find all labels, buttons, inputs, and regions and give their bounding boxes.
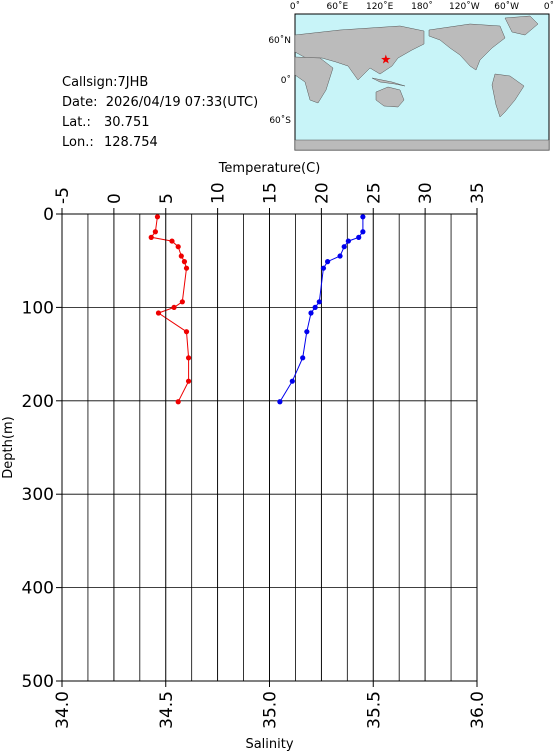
y-tick-label: 300 <box>22 485 54 505</box>
date: Date: 2026/04/19 07:33(UTC) <box>62 95 258 110</box>
lon-label: Lon.: <box>62 135 94 150</box>
profile-point <box>337 253 343 259</box>
lon-value: 128.754 <box>104 135 158 150</box>
profile-point <box>360 229 366 235</box>
profile-point <box>312 304 318 310</box>
profile-point <box>169 238 175 244</box>
x-tick-label: 35.5 <box>364 691 384 729</box>
profile-point <box>152 229 158 235</box>
map-lon-label: 120˚E <box>366 1 394 12</box>
profile-point <box>277 399 283 405</box>
x-tick-label: 35.0 <box>261 691 281 729</box>
callsign: Callsign:7JHB <box>62 75 148 90</box>
map-lon-label: 0˚ <box>544 1 553 12</box>
land <box>504 15 539 36</box>
land <box>491 73 525 118</box>
land <box>375 86 405 108</box>
profile-point <box>300 355 306 361</box>
y-tick-label: 500 <box>22 672 54 692</box>
map-lon-label: 120˚W <box>449 1 480 12</box>
x-tick-label: 25 <box>364 182 384 204</box>
y-tick-label: 100 <box>22 298 54 318</box>
profile-point <box>185 355 192 361</box>
profile-point <box>181 259 188 265</box>
x-tick-label: 20 <box>312 182 332 204</box>
profile-point <box>320 265 327 271</box>
map-lat-label: 60˚S <box>269 115 291 126</box>
x-tick-label: 35 <box>468 182 488 204</box>
lat-value: 30.751 <box>104 115 150 130</box>
y-tick-label: 200 <box>22 392 54 412</box>
x-axis-title: Salinity <box>245 737 293 751</box>
profile-point <box>360 214 366 220</box>
land <box>428 23 506 71</box>
profile-point <box>154 214 161 220</box>
x-tick-label: 15 <box>261 182 281 204</box>
x-tick-label: 36.0 <box>468 691 488 729</box>
station-marker <box>381 54 391 64</box>
profile-point <box>356 234 362 240</box>
profile-point <box>178 253 184 259</box>
map-lon-label: 0˚ <box>290 1 300 12</box>
map-lon-label: 60˚E <box>327 1 349 12</box>
profile-point <box>325 259 331 265</box>
profile-point <box>308 310 314 316</box>
x-tick-label: 5 <box>157 193 177 204</box>
lat-label: Lat.: <box>62 115 91 130</box>
profile-line <box>150 216 190 402</box>
profile-point <box>183 265 190 271</box>
profile-point <box>316 299 322 305</box>
profile-point <box>148 234 154 240</box>
profile-point <box>304 329 310 335</box>
world-map <box>294 13 550 151</box>
x-tick-label: 30 <box>416 182 436 204</box>
profile-point <box>345 238 351 244</box>
land <box>371 77 406 87</box>
map-lat-label: 0˚ <box>281 75 291 86</box>
profile-point <box>175 244 181 250</box>
x-tick-label: 10 <box>209 182 229 204</box>
profile-point <box>341 244 347 250</box>
y-tick-label: 0 <box>43 205 54 225</box>
x-tick-label: 34.0 <box>53 691 73 729</box>
x-axis-title: Temperature(C) <box>218 161 321 176</box>
profile-point <box>175 399 181 405</box>
map-lon-label: 180˚ <box>411 1 433 12</box>
profile-point <box>183 329 190 335</box>
x-tick-label: 34.5 <box>157 691 177 729</box>
map-land <box>294 15 550 151</box>
profile-point <box>179 299 185 305</box>
land <box>294 139 550 151</box>
x-tick-label: 0 <box>105 193 125 204</box>
profile-point <box>155 310 162 316</box>
profile-point <box>185 378 192 384</box>
profile-point <box>171 304 177 310</box>
map-lon-label: 60˚W <box>494 1 519 12</box>
profile-point <box>289 378 295 384</box>
y-axis-title: Depth(m) <box>1 416 16 478</box>
land <box>294 56 334 104</box>
y-tick-label: 400 <box>22 579 54 599</box>
map-lat-label: 60˚N <box>268 35 291 46</box>
x-tick-label: -5 <box>53 187 73 204</box>
